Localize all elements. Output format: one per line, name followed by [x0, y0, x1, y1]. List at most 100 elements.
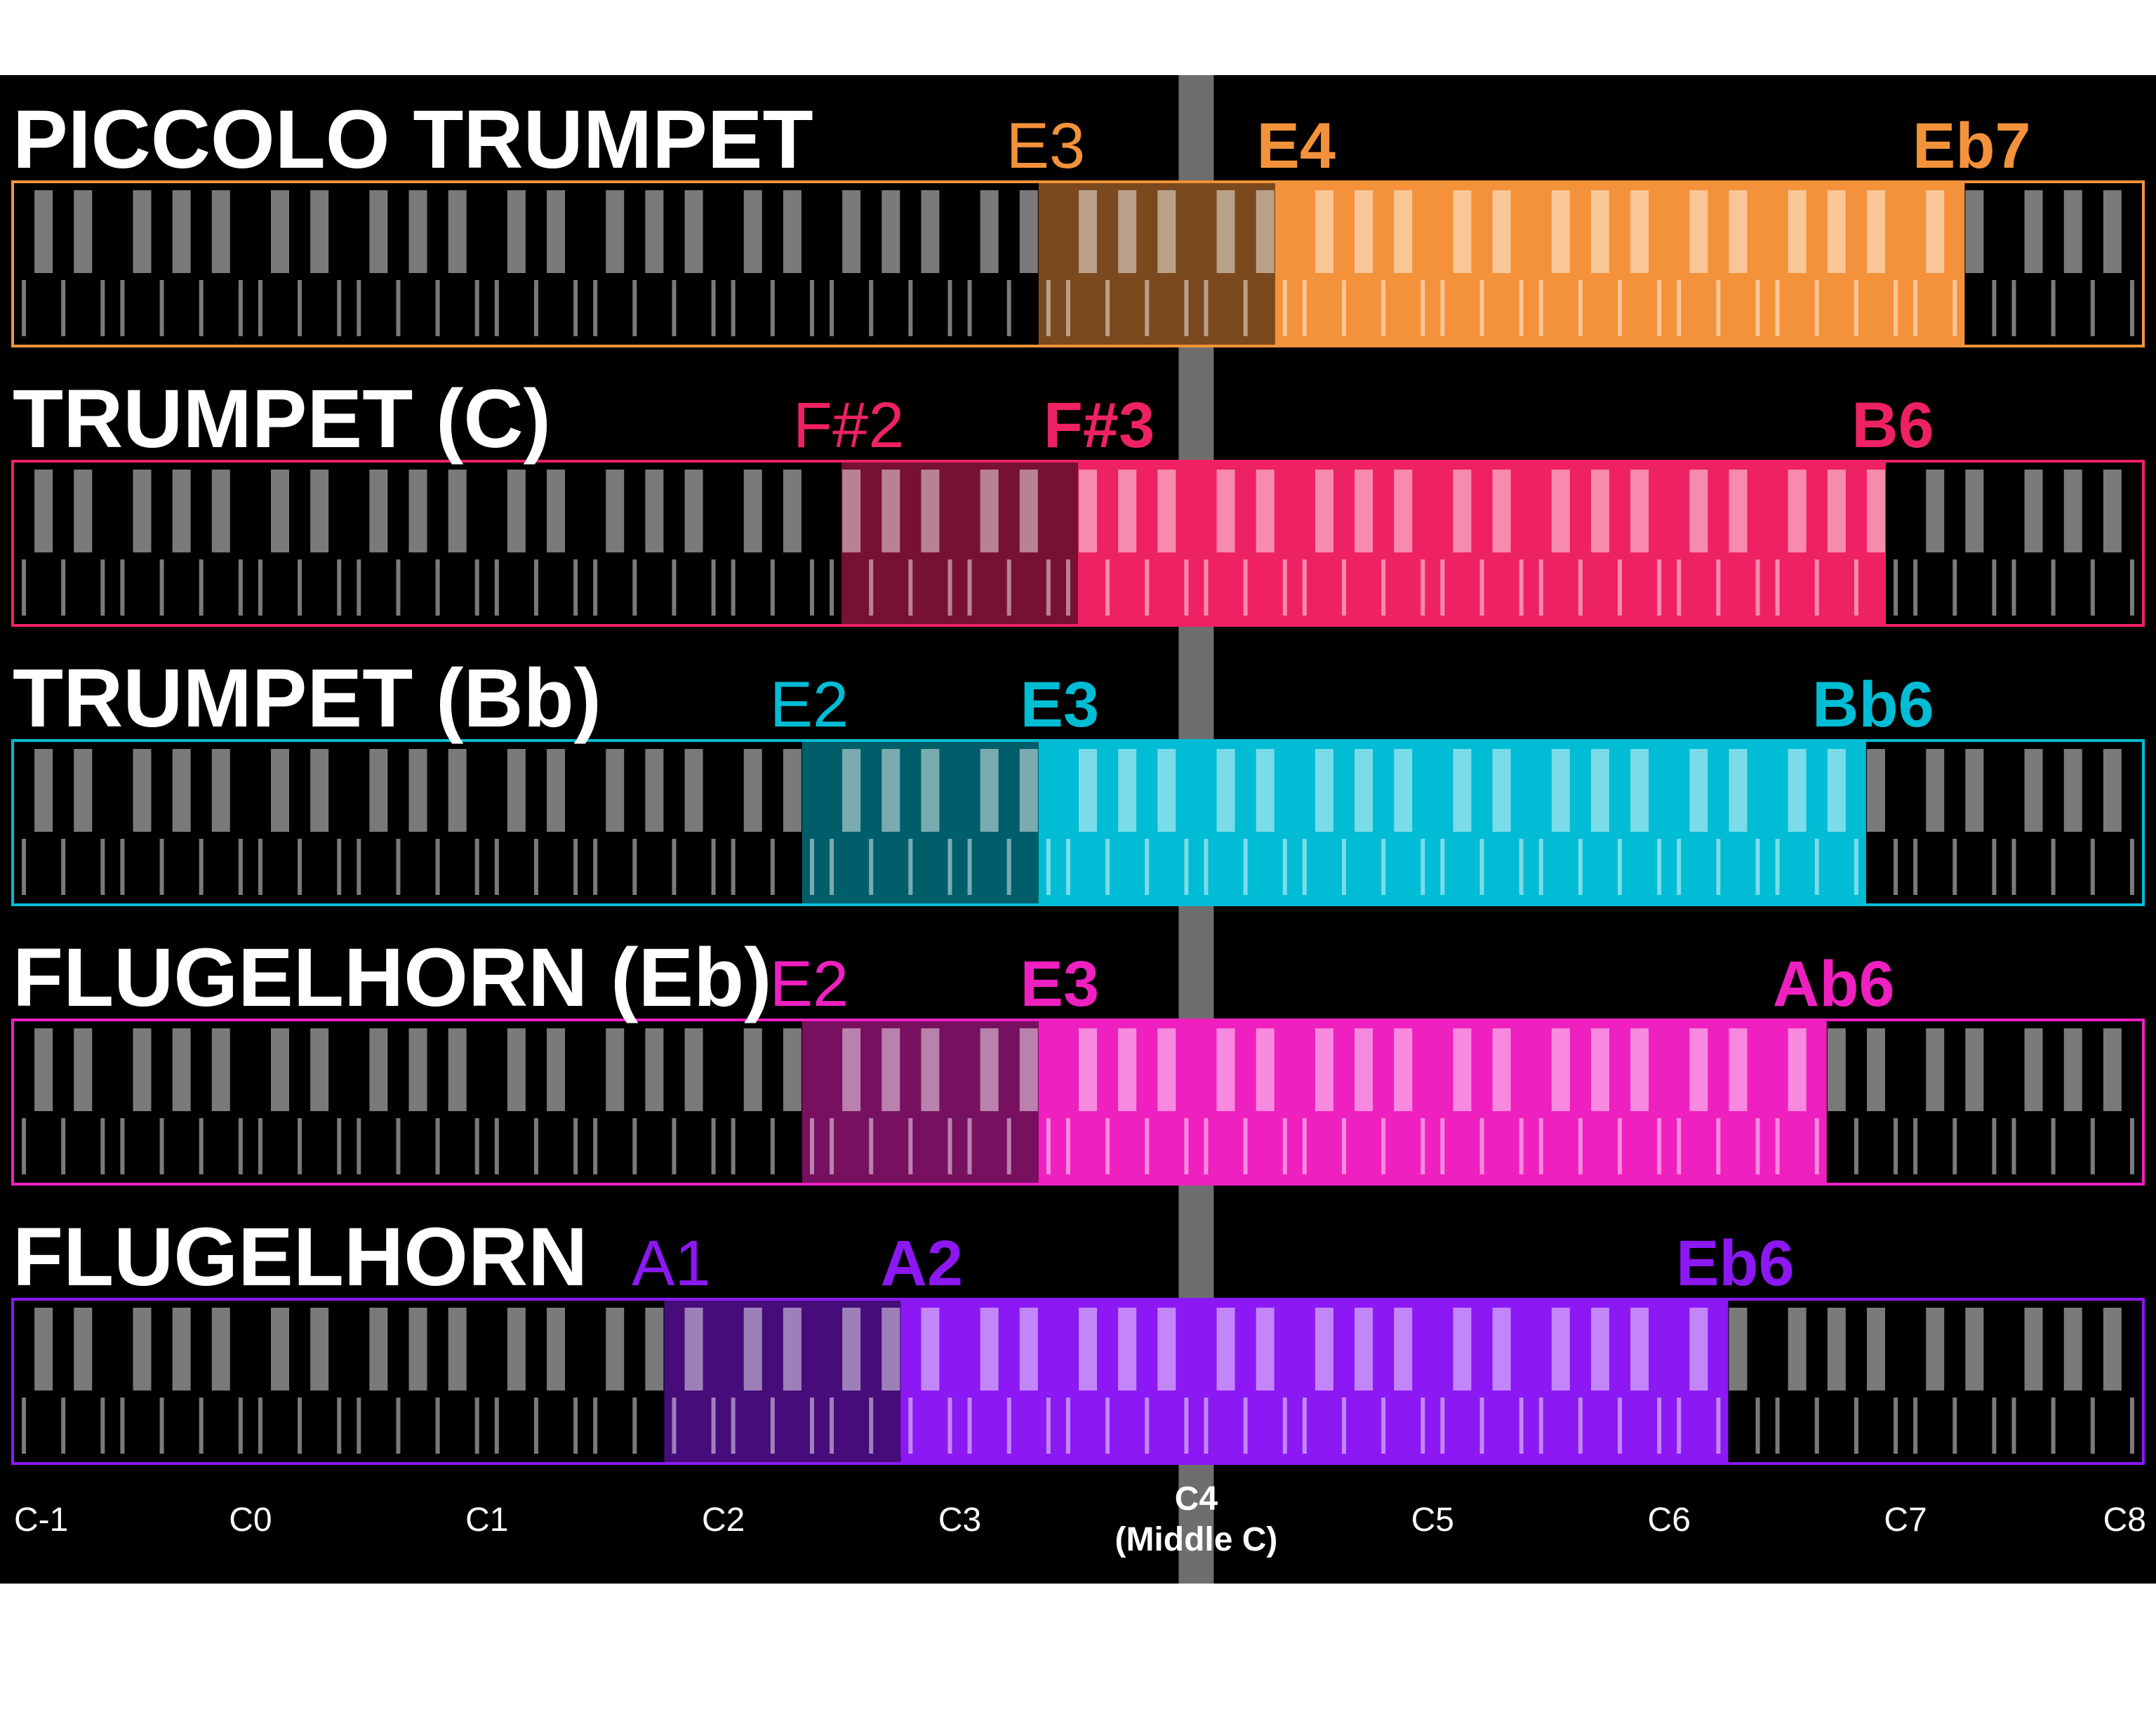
black-key: [1355, 1308, 1373, 1391]
octave-label: C7: [1884, 1501, 1927, 1539]
black-key: [1118, 470, 1137, 552]
white-key: [1814, 1118, 1819, 1174]
high-label: Bb6: [1812, 669, 1934, 741]
white-key: [2011, 839, 2016, 895]
white-key: [908, 1118, 913, 1174]
black-key: [271, 470, 289, 552]
white-key: [199, 1398, 204, 1454]
white-key: [967, 839, 972, 895]
instrument-title: TRUMPET (Bb): [13, 652, 601, 745]
white-key: [1282, 839, 1287, 895]
white-key: [711, 559, 716, 616]
instrument-title: TRUMPET (C): [13, 373, 551, 465]
black-key: [1315, 190, 1333, 273]
white-key: [731, 1398, 736, 1454]
white-key: [1184, 559, 1189, 616]
keyboard-border: [11, 739, 2145, 906]
white-key: [22, 839, 27, 895]
black-key: [1590, 1308, 1609, 1391]
black-key: [1256, 749, 1275, 832]
white-key: [2129, 1398, 2134, 1454]
white-key: [1775, 559, 1780, 616]
black-key: [507, 1028, 526, 1111]
black-key: [1827, 470, 1846, 552]
white-key: [1578, 1118, 1583, 1174]
black-key: [743, 749, 762, 832]
black-key: [369, 470, 388, 552]
black-key: [211, 1308, 230, 1391]
white-key: [632, 559, 637, 616]
white-key: [1065, 1118, 1070, 1174]
white-key: [22, 280, 27, 336]
playable-range-band: [1275, 182, 1965, 346]
black-key: [211, 470, 230, 552]
white-key: [593, 559, 598, 616]
white-key: [1381, 1398, 1386, 1454]
black-key: [1315, 1028, 1333, 1111]
white-key: [593, 839, 598, 895]
black-key: [1256, 1308, 1275, 1391]
white-key: [1952, 839, 1957, 895]
black-key: [2103, 749, 2122, 832]
white-key: [672, 839, 677, 895]
black-key: [684, 749, 703, 832]
white-key: [258, 559, 262, 616]
black-key: [1926, 470, 1945, 552]
white-key: [1952, 1398, 1957, 1454]
white-key: [1243, 559, 1248, 616]
white-key: [1342, 1118, 1346, 1174]
white-key: [810, 1118, 814, 1174]
white-key: [238, 559, 243, 616]
white-key: [1046, 280, 1051, 336]
white-key: [298, 559, 302, 616]
white-key: [1006, 839, 1011, 895]
black-key: [2024, 749, 2043, 832]
white-key: [100, 1398, 105, 1454]
white-key: [1854, 839, 1858, 895]
white-key: [1302, 839, 1307, 895]
white-key: [474, 839, 479, 895]
black-key: [310, 749, 329, 832]
white-key: [2011, 1118, 2016, 1174]
white-key: [1065, 839, 1070, 895]
white-key: [947, 839, 952, 895]
black-key: [743, 470, 762, 552]
white-key: [1538, 839, 1543, 895]
white-key: [573, 839, 578, 895]
black-key: [980, 1028, 999, 1111]
white-key: [258, 1398, 262, 1454]
white-key: [1145, 1118, 1150, 1174]
black-key: [547, 1028, 566, 1111]
white-key: [1657, 839, 1662, 895]
white-key: [947, 1118, 952, 1174]
white-key: [199, 1118, 204, 1174]
black-key: [684, 190, 703, 273]
black-key: [783, 1308, 801, 1391]
black-key: [74, 749, 93, 832]
white-key: [1894, 280, 1898, 336]
white-key: [396, 280, 401, 336]
white-key: [573, 280, 578, 336]
white-key: [1716, 280, 1721, 336]
white-key: [1479, 1118, 1484, 1174]
white-key: [533, 559, 538, 616]
black-key: [408, 1028, 427, 1111]
white-key: [1716, 1398, 1721, 1454]
white-key: [1282, 280, 1287, 336]
white-key: [22, 1118, 27, 1174]
white-key: [1894, 839, 1898, 895]
white-key: [474, 1398, 479, 1454]
black-key: [271, 190, 289, 273]
black-key: [310, 1308, 329, 1391]
white-key: [2129, 1118, 2134, 1174]
white-key: [1006, 1118, 1011, 1174]
black-key: [1355, 470, 1373, 552]
black-key: [743, 190, 762, 273]
black-key: [1926, 1028, 1945, 1111]
white-key: [672, 1118, 677, 1174]
white-key: [474, 559, 479, 616]
playable-range-band: [1038, 741, 1866, 905]
white-key: [258, 280, 262, 336]
white-key: [1184, 280, 1189, 336]
black-key: [1394, 470, 1413, 552]
